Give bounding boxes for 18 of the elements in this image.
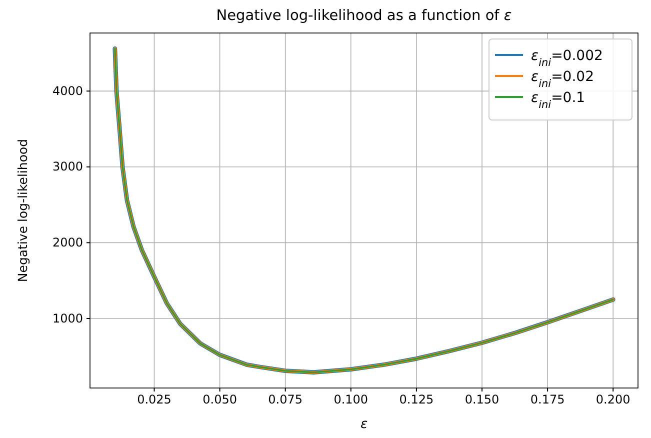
x-tick-label: 0.100 <box>334 392 368 407</box>
y-tick-label: 1000 <box>52 311 83 326</box>
x-tick-label: 0.025 <box>137 392 172 407</box>
y-axis-title: Negative log-likelihood <box>15 138 30 282</box>
x-tick-label: 0.175 <box>530 392 565 407</box>
x-axis-title: ε <box>360 417 368 432</box>
chart-title: Negative log-likelihood as a function of ε <box>216 8 512 24</box>
legend-label: ε$_{ini}$=0.002 <box>531 48 603 69</box>
legend-label: ε$_{ini}$=0.02 <box>531 69 594 90</box>
y-tick-label: 2000 <box>52 236 83 250</box>
x-tick-label: 0.050 <box>202 392 237 407</box>
x-tick-label: 0.150 <box>464 392 500 407</box>
y-tick-label: 3000 <box>52 160 83 174</box>
x-tick-label: 0.125 <box>399 392 434 407</box>
y-tick-label: 4000 <box>52 84 83 98</box>
x-tick-label: 0.075 <box>268 392 303 407</box>
legend-label: ε$_{ini}$=0.1 <box>531 90 586 111</box>
x-tick-label: 0.200 <box>596 392 630 407</box>
